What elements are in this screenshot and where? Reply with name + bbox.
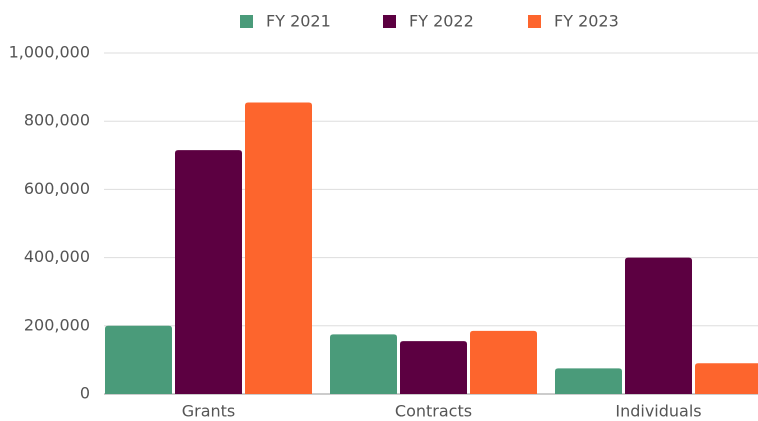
bar — [625, 257, 692, 394]
bar — [470, 330, 537, 394]
bar — [330, 334, 397, 394]
legend-swatch — [528, 15, 541, 28]
y-tick-label: 600,000 — [24, 179, 90, 198]
legend-label: FY 2022 — [409, 12, 474, 31]
legend-label: FY 2023 — [554, 12, 619, 31]
y-tick-label: 800,000 — [24, 111, 90, 130]
x-tick-label: Grants — [182, 402, 236, 421]
bar — [695, 363, 758, 394]
bar — [175, 150, 242, 394]
x-tick-label: Individuals — [615, 402, 701, 421]
legend-swatch — [383, 15, 396, 28]
y-tick-label: 0 — [80, 384, 90, 403]
y-tick-label: 200,000 — [24, 315, 90, 334]
bar — [105, 325, 172, 394]
legend-label: FY 2021 — [266, 12, 331, 31]
y-tick-label: 400,000 — [24, 247, 90, 266]
bar — [400, 341, 467, 394]
y-tick-label: 1,000,000 — [9, 43, 90, 62]
x-tick-label: Contracts — [395, 402, 472, 421]
bar — [245, 102, 312, 394]
legend-swatch — [240, 15, 253, 28]
bar — [555, 368, 622, 394]
